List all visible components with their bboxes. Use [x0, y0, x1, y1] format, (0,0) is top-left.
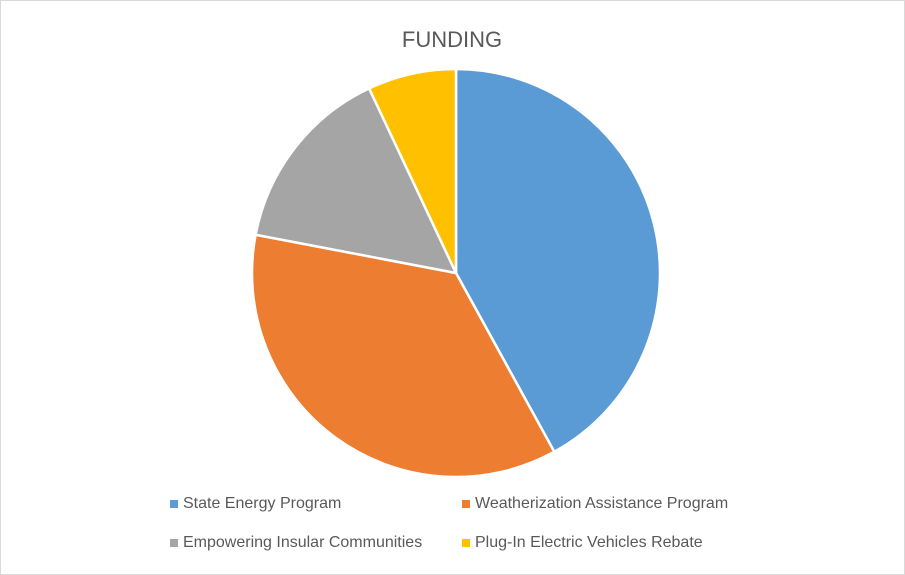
- legend-label: State Energy Program: [183, 495, 341, 512]
- pie-slice: [254, 86, 459, 275]
- pie-slice: [250, 233, 556, 479]
- legend-swatch: [462, 500, 470, 508]
- legend-swatch: [462, 539, 470, 547]
- legend-label: Weatherization Assistance Program: [475, 495, 728, 512]
- legend-swatch: [170, 539, 178, 547]
- chart-title: FUNDING: [402, 27, 502, 52]
- legend-swatch: [170, 500, 178, 508]
- pie-slice: [454, 67, 662, 454]
- legend-label: Empowering Insular Communities: [183, 534, 422, 551]
- legend-label: Plug-In Electric Vehicles Rebate: [475, 534, 703, 551]
- pie-slice: [367, 67, 458, 274]
